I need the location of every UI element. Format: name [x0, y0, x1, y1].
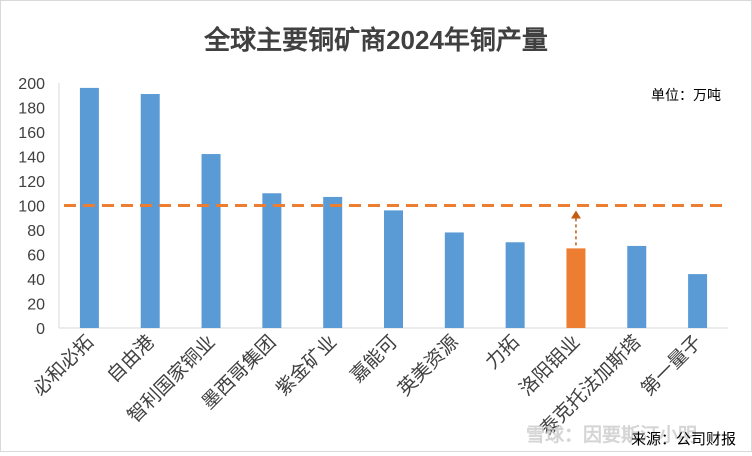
y-tick-label: 0: [36, 321, 45, 338]
y-tick-label: 200: [18, 76, 45, 93]
bar-3: [201, 154, 221, 328]
x-tick-label: 紫金矿业: [272, 331, 341, 400]
x-tick-label: 英美资源: [394, 331, 463, 400]
y-tick-label: 140: [18, 150, 45, 167]
annotations: [64, 204, 728, 246]
bar-1: [79, 87, 99, 329]
unit-label: 单位：万吨: [651, 87, 721, 103]
y-tick-label: 40: [27, 272, 45, 289]
arrow-head: [570, 210, 581, 219]
bar-10: [627, 245, 647, 328]
y-tick-label: 60: [27, 248, 45, 265]
x-tick-label: 自由港: [103, 331, 159, 387]
x-tick-label: 力拓: [481, 331, 523, 373]
x-tick-label: 必和必拓: [29, 331, 98, 400]
source-label: 来源：公司财报: [631, 431, 736, 448]
bar-6: [384, 210, 403, 328]
chart-title: 全球主要铜矿商2024年铜产量: [203, 25, 548, 55]
y-tick-label: 160: [18, 125, 45, 142]
y-tick-label: 180: [18, 101, 45, 118]
bar-5: [323, 196, 343, 328]
y-tick-label: 120: [18, 174, 45, 191]
bar-9: [566, 248, 586, 328]
y-tick-label: 20: [27, 297, 45, 314]
bar-4: [262, 193, 282, 328]
x-tick-label: 第一量子: [637, 331, 706, 400]
bar-11: [688, 274, 708, 328]
y-tick-labels: 0 20 40 60 80 100 120 140 160 180 200: [18, 76, 45, 338]
y-tick-label: 80: [27, 223, 45, 240]
bar-2: [140, 94, 160, 329]
x-tick-label: 嘉能可: [346, 331, 402, 387]
bars: [79, 87, 708, 329]
y-tick-label: 100: [18, 199, 45, 216]
watermark-text: 雪球：因要斯汀小明: [526, 423, 697, 446]
bar-7: [444, 232, 464, 328]
bar-8: [505, 242, 525, 328]
